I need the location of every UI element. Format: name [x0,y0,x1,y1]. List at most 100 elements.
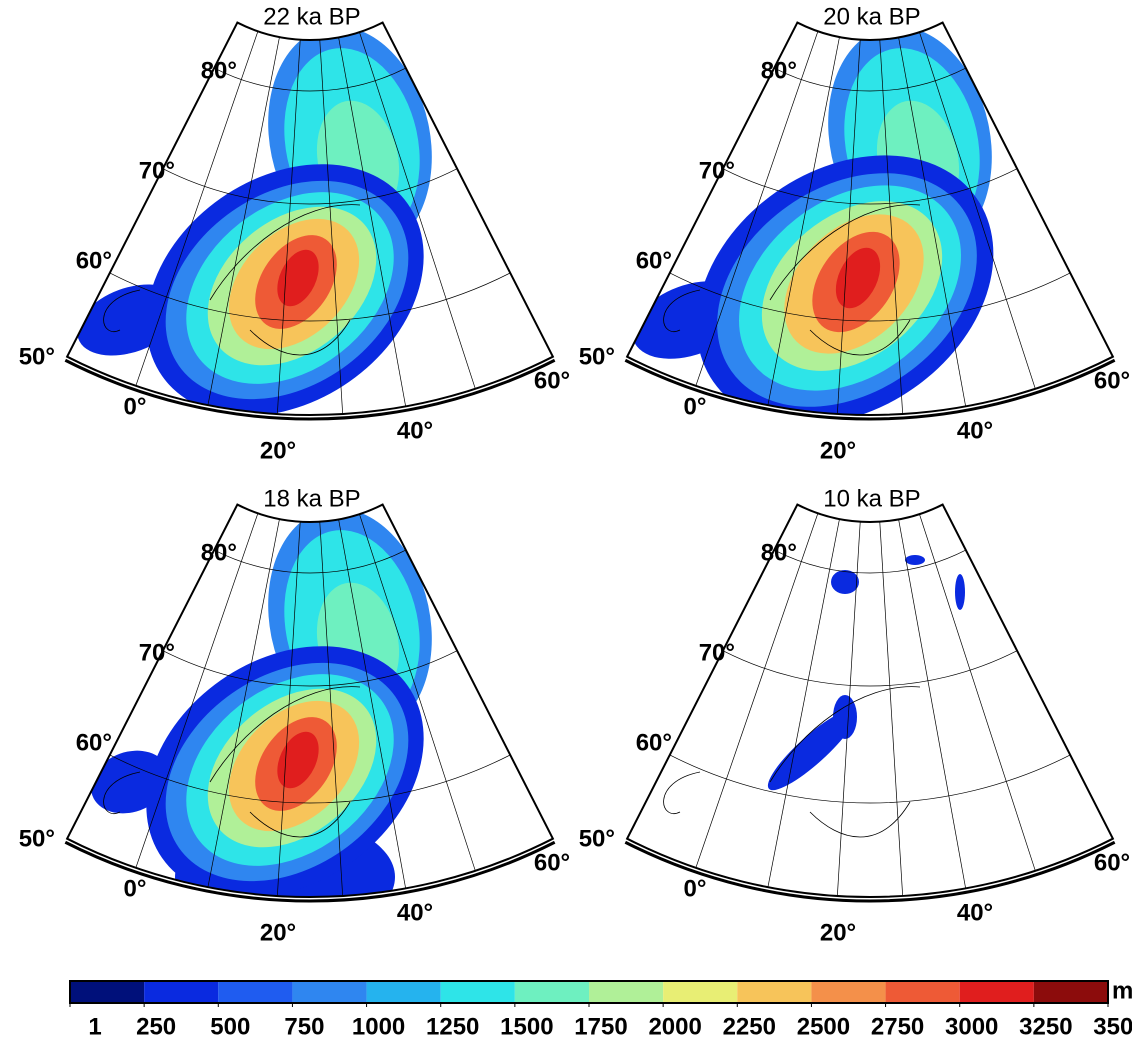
ice-contour [835,247,881,309]
coastline [663,204,921,356]
longitude-label: 60° [534,367,570,394]
meridian-line [207,518,280,888]
latitude-label: 80° [201,539,237,566]
ice-contour [833,695,857,739]
latitude-line [109,754,511,804]
colorbar-tick-label: 3000 [945,1013,998,1040]
latitude-label: 60° [76,729,112,756]
latitude-line [162,650,458,687]
latitude-label: 70° [699,157,735,184]
longitude-label: 40° [397,899,433,926]
longitude-label: 60° [1094,849,1130,876]
panel-title: 20 ka BP [823,3,920,30]
latitude-line [109,272,511,322]
longitude-label: 20° [260,437,296,464]
longitude-label: 60° [534,849,570,876]
ice-contour [955,574,965,610]
colorbar-segment [811,981,886,1003]
latitude-line [162,168,458,205]
panel-title: 18 ka BP [263,485,360,512]
latitude-label: 70° [699,639,735,666]
colorbar-segment [70,981,145,1003]
meridian-line [207,36,280,406]
latitude-line [214,549,406,574]
colorbar-segment [1033,981,1108,1003]
latitude-label: 50° [579,825,615,852]
latitude-line [722,650,1018,687]
map-panel: 18 ka BP 50° 60° 70° 80° 0° 20° 40° 60° [19,485,570,946]
meridian-line [338,37,407,407]
colorbar-tick-label: 2250 [723,1013,776,1040]
latitude-label: 50° [19,825,55,852]
latitude-label: 70° [139,157,175,184]
colorbar-tick-label: 2750 [871,1013,924,1040]
latitude-label: 80° [761,539,797,566]
latitude-label: 80° [761,57,797,84]
ice-contour [905,555,925,565]
meridian-line [319,39,344,415]
map-frame-outer [624,840,1116,903]
longitude-label: 20° [260,919,296,946]
colorbar-tick-label: 1750 [574,1013,627,1040]
map-frame-outer [624,358,1116,421]
map-panel: 22 ka BP 50° 60° 70° 80° 0° 20° 40° 60° [19,3,570,464]
meridian-line [767,518,840,888]
longitude-label: 20° [820,919,856,946]
meridian-line [135,31,259,386]
colorbar-tick-label: 2000 [648,1013,701,1040]
meridian-line [695,31,819,386]
longitude-label: 40° [957,899,993,926]
colorbar-segment [218,981,293,1003]
colorbar-unit: m [1112,977,1132,1004]
panel-title: 22 ka BP [263,3,360,30]
latitude-label: 60° [636,729,672,756]
longitude-label: 40° [397,417,433,444]
colorbar-tick-label: 500 [210,1013,250,1040]
meridian-line [695,513,819,868]
latitude-label: 60° [76,247,112,274]
meridian-line [338,519,407,889]
meridian-line [319,521,344,897]
map-frame [625,503,1115,898]
map-frame [65,503,555,898]
colorbar-segment [737,981,812,1003]
colorbar-segment [144,981,219,1003]
map-frame [65,21,555,416]
ice-sheet [767,555,965,791]
latitude-line [774,549,966,574]
colorbar-segment [885,981,960,1003]
latitude-label: 80° [201,57,237,84]
latitude-label: 50° [19,343,55,370]
latitude-line [774,67,966,92]
map-frame-outer [64,358,556,421]
meridian-line [919,32,1036,389]
longitude-label: 0° [124,875,147,902]
meridian-line [879,39,904,415]
colorbar-tick-label: 3250 [1019,1013,1072,1040]
colorbar-tick-label: 1500 [500,1013,553,1040]
ice-contour [831,570,859,594]
colorbar-segment [366,981,441,1003]
latitude-line [669,272,1071,322]
latitude-label: 60° [636,247,672,274]
longitude-label: 0° [684,875,707,902]
latitude-line [214,67,406,92]
latitude-line [722,168,1018,205]
colorbar-segment [959,981,1034,1003]
colorbar-segment [663,981,738,1003]
meridian-line [135,513,259,868]
meridian-line [898,37,967,407]
colorbar-tick-label: 2500 [797,1013,850,1040]
colorbar-tick-label: 1000 [352,1013,405,1040]
colorbar-segment [514,981,589,1003]
ice-contour [277,731,319,789]
longitude-label: 60° [1094,367,1130,394]
latitude-line [669,754,1071,804]
colorbar-tick-label: 750 [284,1013,324,1040]
meridian-line [359,32,476,389]
ice-contour [277,249,319,307]
latitude-label: 50° [579,343,615,370]
colorbar-tick-label: 250 [136,1013,176,1040]
latitude-label: 70° [139,639,175,666]
